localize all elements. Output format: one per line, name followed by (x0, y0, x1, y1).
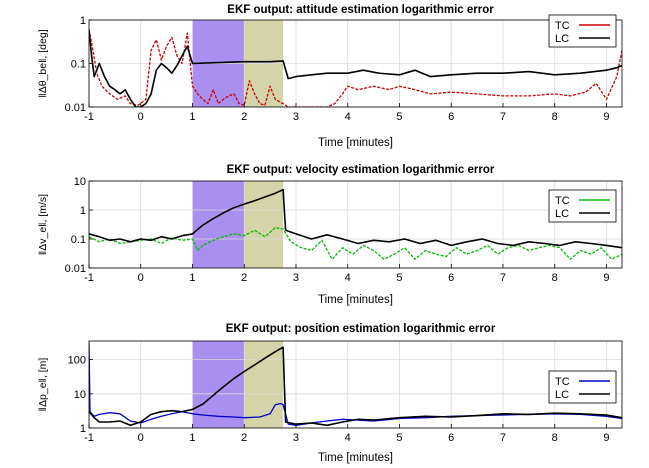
shaded-region-2 (244, 341, 284, 428)
series-line-lc (89, 29, 622, 107)
series-line-lc (89, 188, 622, 249)
y-axis-label: ‖Δv_e‖, [m/s] (37, 194, 49, 255)
chart-panel-1: -1 0 1 2 3 4 5 6 7 8 9 0.01 0.1 1 EKF output: attitude… (37, 4, 623, 149)
axes-frame (88, 340, 623, 429)
x-tick-label: 4 (345, 111, 351, 123)
x-tick-label: 0 (138, 272, 144, 284)
x-tick-label: 3 (293, 272, 299, 284)
x-tick-label: 4 (345, 432, 351, 444)
x-tick-label: 0 (138, 111, 144, 123)
x-tick-label: 7 (500, 432, 506, 444)
x-tick-label: 3 (293, 111, 299, 123)
x-tick-label: 5 (396, 111, 402, 123)
x-tick-label: 2 (241, 272, 247, 284)
x-axis-label: Time [minutes] (318, 137, 393, 149)
y-axis-label: ‖Δθ_be‖, [deg] (37, 29, 49, 97)
legend-label-lc: LC (555, 33, 569, 45)
x-tick-label: -1 (84, 272, 94, 284)
x-tick-label: 5 (396, 432, 402, 444)
x-tick-label: 6 (448, 432, 454, 444)
x-tick-label: 8 (552, 272, 558, 284)
x-tick-label: -1 (84, 111, 94, 123)
x-tick-label: 1 (189, 111, 195, 123)
x-tick-label: 6 (448, 272, 454, 284)
legend-label-lc: LC (555, 208, 569, 220)
chart-panel-2: -1 0 1 2 3 4 5 6 7 8 9 0.01 0.1 1 10 EKF output: veloci… (37, 164, 623, 306)
y-tick-label: 1 (80, 15, 86, 27)
chart-title: EKF output: position estimation logarith… (226, 323, 496, 335)
y-tick-label: 0.01 (65, 102, 86, 114)
x-tick-label: 8 (552, 111, 558, 123)
series-line-lc (89, 346, 622, 427)
x-tick-label: 6 (448, 111, 454, 123)
y-tick-label: 10 (74, 389, 86, 401)
legend-box (548, 14, 617, 48)
x-tick-label: 9 (603, 111, 609, 123)
legend-label-tc: TC (555, 376, 570, 388)
legend-box (548, 370, 617, 404)
shaded-region-2 (244, 181, 284, 268)
y-tick-label: 0.1 (71, 234, 86, 246)
x-tick-label: 1 (189, 432, 195, 444)
x-tick-label: -1 (84, 432, 94, 444)
legend-label-tc: TC (555, 20, 570, 32)
legend-label-lc: LC (555, 389, 569, 401)
shaded-region-1 (192, 181, 245, 268)
x-tick-label: 0 (138, 432, 144, 444)
x-tick-label: 4 (345, 272, 351, 284)
chart-title: EKF output: velocity estimation logarith… (227, 164, 495, 176)
legend-box (548, 189, 617, 223)
x-tick-label: 9 (603, 432, 609, 444)
x-tick-label: 3 (293, 432, 299, 444)
y-tick-label: 0.01 (65, 263, 86, 275)
plot-area (89, 181, 622, 268)
y-tick-label: 100 (68, 355, 86, 367)
y-tick-label: 10 (74, 176, 86, 188)
legend-label-tc: TC (555, 195, 570, 207)
x-tick-label: 7 (500, 272, 506, 284)
y-tick-label: 1 (80, 205, 86, 217)
series-line-tc (89, 29, 622, 107)
x-tick-label: 5 (396, 272, 402, 284)
x-axis-label: Time [minutes] (318, 294, 393, 306)
chart-title: EKF output: attitude estimation logarith… (227, 4, 494, 16)
y-axis-label: ‖Δp_e‖, [m] (37, 358, 49, 412)
x-tick-label: 2 (241, 111, 247, 123)
series-line-tc (89, 226, 622, 260)
chart-panel-3: -1 0 1 2 3 4 5 6 7 8 9 1 10 100 EKF output: position e… (37, 323, 623, 464)
x-tick-label: 1 (189, 272, 195, 284)
shaded-region-1 (192, 341, 245, 428)
y-tick-label: 0.1 (71, 59, 86, 71)
y-tick-label: 1 (80, 423, 86, 435)
x-tick-label: 7 (500, 111, 506, 123)
x-tick-label: 8 (552, 432, 558, 444)
x-tick-label: 2 (241, 432, 247, 444)
x-tick-label: 9 (603, 272, 609, 284)
x-axis-label: Time [minutes] (318, 452, 393, 464)
axes-frame (88, 180, 623, 269)
